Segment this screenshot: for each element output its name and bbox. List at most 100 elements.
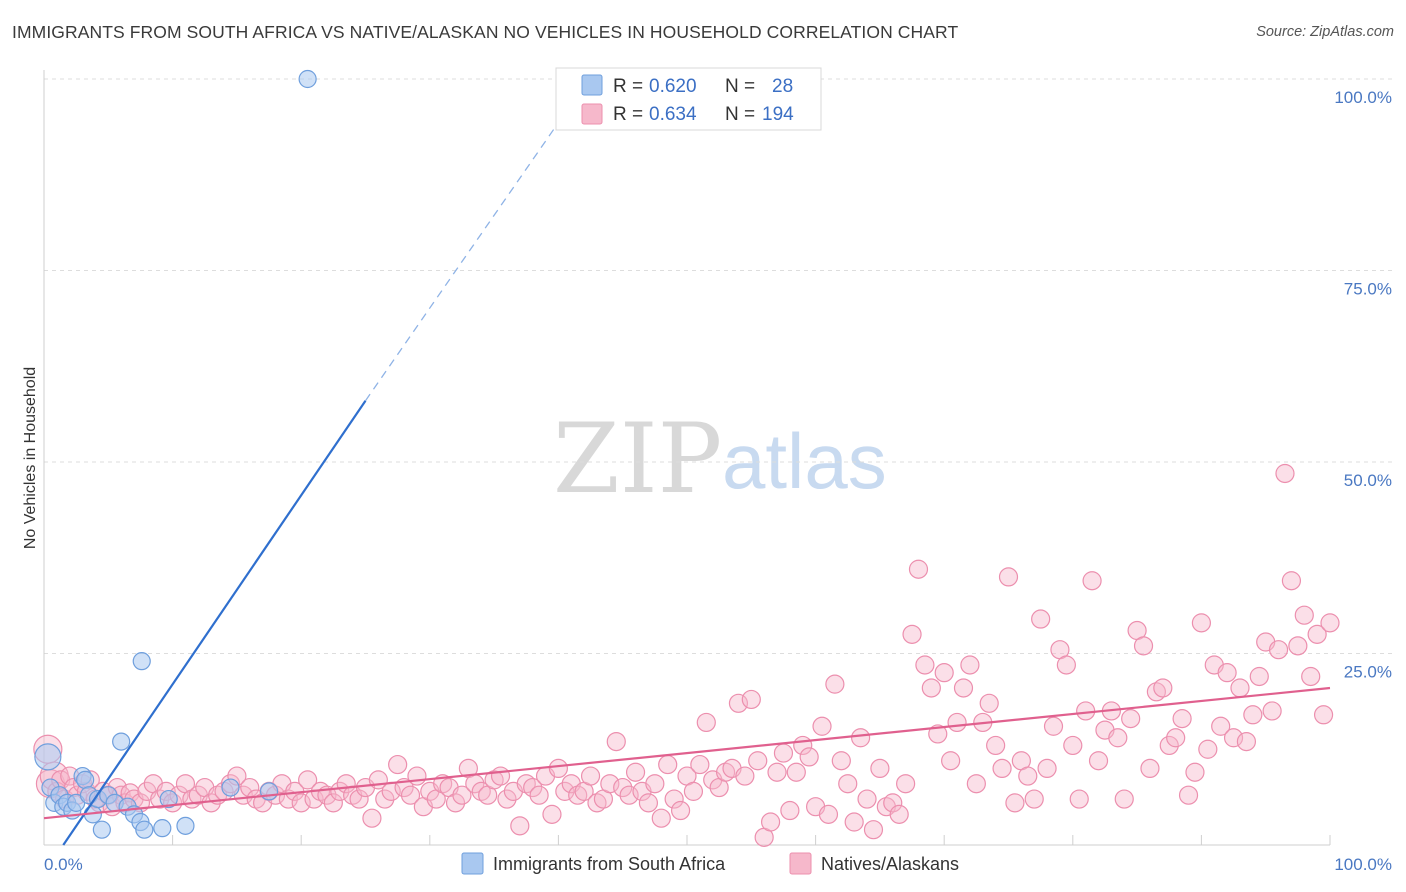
watermark-zip: ZIP bbox=[553, 403, 722, 515]
legend-n-value-1: 28 bbox=[772, 76, 793, 97]
legend-bottom-label-2: Natives/Alaskans bbox=[821, 854, 959, 874]
natives-point bbox=[658, 754, 678, 775]
y-tick-label: 50.0% bbox=[1344, 471, 1392, 490]
natives-point bbox=[606, 731, 626, 752]
natives-point bbox=[1230, 678, 1250, 698]
natives-point bbox=[998, 567, 1019, 587]
natives-point bbox=[445, 793, 466, 813]
natives-point bbox=[1320, 613, 1340, 633]
natives-point bbox=[407, 766, 427, 786]
natives-point bbox=[947, 712, 967, 733]
natives-point bbox=[979, 693, 999, 713]
legend-swatch-blue bbox=[581, 74, 603, 96]
natives-point bbox=[1262, 701, 1282, 721]
south-africa-point bbox=[112, 732, 131, 751]
natives-point bbox=[812, 716, 832, 736]
y-tick-label: 75.0% bbox=[1344, 280, 1392, 299]
legend-n-label-1: N = bbox=[725, 76, 755, 97]
legend-r-label-1: R = bbox=[613, 76, 643, 97]
natives-point bbox=[883, 793, 903, 813]
natives-point bbox=[388, 754, 408, 775]
natives-point bbox=[1153, 678, 1173, 698]
x-tick-labels: 0.0% 100.0% bbox=[44, 855, 1392, 874]
natives-point bbox=[1313, 705, 1334, 725]
natives-point bbox=[857, 789, 877, 809]
natives-point bbox=[1275, 463, 1295, 484]
natives-point bbox=[767, 762, 787, 782]
legend-r-value-1: 0.620 bbox=[649, 76, 697, 97]
south-africa-point bbox=[34, 743, 62, 771]
y-tick-label: 100.0% bbox=[1334, 88, 1392, 107]
natives-point bbox=[1185, 762, 1205, 782]
natives-point bbox=[1294, 605, 1314, 625]
natives-point bbox=[1121, 709, 1141, 729]
natives-point bbox=[555, 781, 575, 801]
south-africa-point bbox=[135, 820, 154, 839]
natives-point bbox=[1166, 728, 1186, 748]
natives-point bbox=[851, 728, 871, 748]
natives-point bbox=[1198, 739, 1218, 759]
natives-point bbox=[889, 804, 909, 824]
natives-point bbox=[760, 812, 781, 832]
legend-r-value-2: 0.634 bbox=[649, 104, 697, 125]
natives-point bbox=[490, 766, 511, 786]
natives-point bbox=[638, 793, 659, 813]
natives-point bbox=[1088, 751, 1109, 771]
natives-point bbox=[1076, 701, 1096, 721]
natives-point bbox=[683, 781, 704, 801]
natives-point bbox=[773, 743, 794, 763]
trend-lines bbox=[43, 109, 1331, 846]
natives-point bbox=[580, 766, 601, 786]
legend-swatch-pink bbox=[581, 103, 603, 125]
south-africa-point bbox=[153, 819, 172, 838]
legend-n-value-2: 194 bbox=[762, 104, 794, 125]
natives-point bbox=[748, 751, 768, 771]
grid-lines bbox=[44, 78, 1392, 654]
natives-point bbox=[497, 789, 517, 809]
natives-point bbox=[510, 816, 530, 836]
natives-point bbox=[986, 735, 1006, 756]
natives-point bbox=[362, 808, 382, 828]
natives-point bbox=[1243, 705, 1263, 725]
y-axis-label: No Vehicles in Household bbox=[22, 367, 39, 549]
south-africa-points bbox=[34, 69, 317, 839]
source-credit: Source: ZipAtlas.com bbox=[1256, 24, 1394, 40]
legend-bottom: Immigrants from South Africa Natives/Ala… bbox=[461, 852, 959, 875]
natives-point bbox=[349, 789, 369, 809]
natives-point bbox=[838, 774, 858, 794]
natives-point bbox=[1191, 613, 1212, 633]
natives-point bbox=[664, 789, 684, 809]
natives-point bbox=[1114, 789, 1134, 809]
natives-point bbox=[992, 758, 1012, 779]
natives-point bbox=[523, 777, 543, 798]
natives-point bbox=[1063, 735, 1083, 756]
natives-point bbox=[600, 774, 620, 794]
natives-point bbox=[934, 663, 954, 683]
natives-point bbox=[1159, 735, 1179, 756]
south-africa-point bbox=[92, 820, 111, 839]
natives-point bbox=[1133, 636, 1154, 656]
natives-point bbox=[786, 762, 806, 782]
natives-point bbox=[542, 804, 562, 824]
legend-r-label-2: R = bbox=[613, 104, 643, 125]
natives-point bbox=[1018, 766, 1038, 786]
natives-point bbox=[670, 800, 691, 821]
natives-point bbox=[908, 559, 929, 579]
legend-bottom-swatch-blue bbox=[461, 852, 484, 875]
natives-point bbox=[966, 774, 986, 794]
south-africa-point bbox=[259, 782, 279, 801]
x-tick-label-end: 100.0% bbox=[1334, 855, 1392, 874]
natives-point bbox=[960, 655, 980, 675]
natives-point bbox=[323, 793, 343, 813]
natives-point bbox=[1249, 666, 1269, 687]
natives-point bbox=[1236, 731, 1257, 752]
natives-point bbox=[1223, 728, 1244, 748]
natives-point bbox=[400, 785, 421, 805]
south-africa-point bbox=[221, 778, 240, 797]
natives-point bbox=[645, 774, 665, 794]
natives-point bbox=[375, 789, 395, 809]
natives-point bbox=[870, 758, 890, 779]
natives-point bbox=[298, 770, 318, 790]
natives-point bbox=[529, 785, 549, 805]
natives-point bbox=[1024, 789, 1044, 809]
